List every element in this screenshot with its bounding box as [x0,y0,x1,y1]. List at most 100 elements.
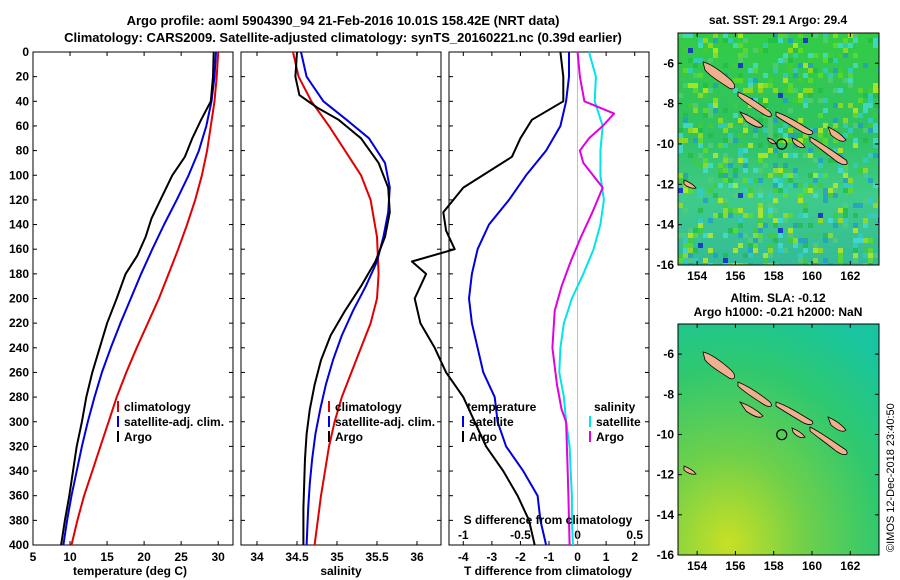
sst-pixel [798,33,803,38]
sst-pixel [723,208,728,213]
sst-pixel [873,183,878,188]
sst-pixel [723,168,728,173]
sst-pixel [718,198,723,203]
sst-pixel [723,263,728,265]
sst-pixel [828,193,833,198]
sst-pixel [798,198,803,203]
sst-pixel [813,128,818,133]
sst-pixel [683,188,688,193]
sst-pixel [843,48,848,53]
sst-pixel [853,123,858,128]
depth-tick-label: 80 [16,144,30,158]
sst-pixel [818,148,823,153]
sst-pixel [768,243,773,248]
sst-pixel [818,98,823,103]
sst-pixel [833,238,838,243]
legend-label-climatology: climatology [124,400,191,414]
sst-pixel [843,183,848,188]
sst-pixel [818,133,823,138]
sst-pixel [758,238,763,243]
depth-tick-label: 140 [9,218,29,232]
sst-pixel [808,63,813,68]
sst-pixel [783,213,788,218]
sst-pixel [698,218,703,223]
sst-pixel [743,163,748,168]
sst-pixel [723,63,728,68]
sst-pixel [688,258,693,263]
sst-pixel [848,78,853,83]
sst-pixel [848,103,853,108]
legend-label-satellite: satellite-adj. clim. [124,415,224,429]
sst-pixel [843,188,848,193]
sst-pixel [863,158,868,163]
sst-pixel [773,238,778,243]
sst-pixel [698,208,703,213]
sst-pixel [693,58,698,63]
sst-pixel [743,128,748,133]
sst-pixel [763,153,768,158]
sst-pixel [733,248,738,253]
sst-pixel [758,233,763,238]
sst-pixel [863,63,868,68]
sst-pixel [868,98,873,103]
sst-pixel [853,203,858,208]
temperature-axis: 5 10 15 20 25 30 [30,52,225,564]
sst-pixel [803,88,808,93]
sst-pixel [833,33,838,38]
sst-pixel [823,38,828,43]
sst-pixel [738,73,743,78]
sst-pixel [738,148,743,153]
depth-tick-label: 260 [9,365,29,379]
sst-pixel [833,213,838,218]
sst-pixel [798,183,803,188]
sst-pixel [778,153,783,158]
sst-pixel [758,83,763,88]
sst-pixel [873,113,878,118]
lat-tick-label: -8 [663,387,674,401]
legend-label-s-argo: Argo [596,430,624,444]
sst-pixel [843,203,848,208]
sst-pixel [838,163,843,168]
sst-pixel [758,168,763,173]
sst-pixel [733,88,738,93]
sst-pixel [823,58,828,63]
sst-pixel [703,88,708,93]
sst-pixel [853,63,858,68]
x-tick-label: 5 [30,550,37,564]
sst-pixel [873,88,878,93]
sst-pixel [848,128,853,133]
sst-pixel [833,123,838,128]
sst-pixel [843,78,848,83]
sst-pixel [708,133,713,138]
sst-pixel [738,158,743,163]
sst-pixel [708,263,713,265]
sst-pixel [863,93,868,98]
sst-pixel [828,133,833,138]
sst-pixel [808,78,813,83]
sst-pixel [713,98,718,103]
sst-pixel [723,253,728,258]
legend-label-argo: Argo [335,430,363,444]
sst-pixel [748,83,753,88]
sst-pixel [848,178,853,183]
sst-pixel [788,238,793,243]
sst-pixel [708,108,713,113]
sst-pixel [798,78,803,83]
sst-pixel [743,213,748,218]
lon-tick-label: 154 [687,269,707,283]
series-line-climatology [70,51,220,546]
sst-pixel [758,98,763,103]
sst-pixel [738,43,743,48]
sst-pixel [823,68,828,73]
sst-pixel [778,188,783,193]
sst-pixel [683,33,688,38]
sst-pixel [853,108,858,113]
sst-pixel [773,63,778,68]
sst-pixel [813,68,818,73]
sst-pixel [813,158,818,163]
sst-map-title: sat. SST: 29.1 Argo: 29.4 [709,13,848,27]
sst-pixel [798,193,803,198]
x-tick-label: -4 [458,550,469,564]
sst-pixel [788,48,793,53]
